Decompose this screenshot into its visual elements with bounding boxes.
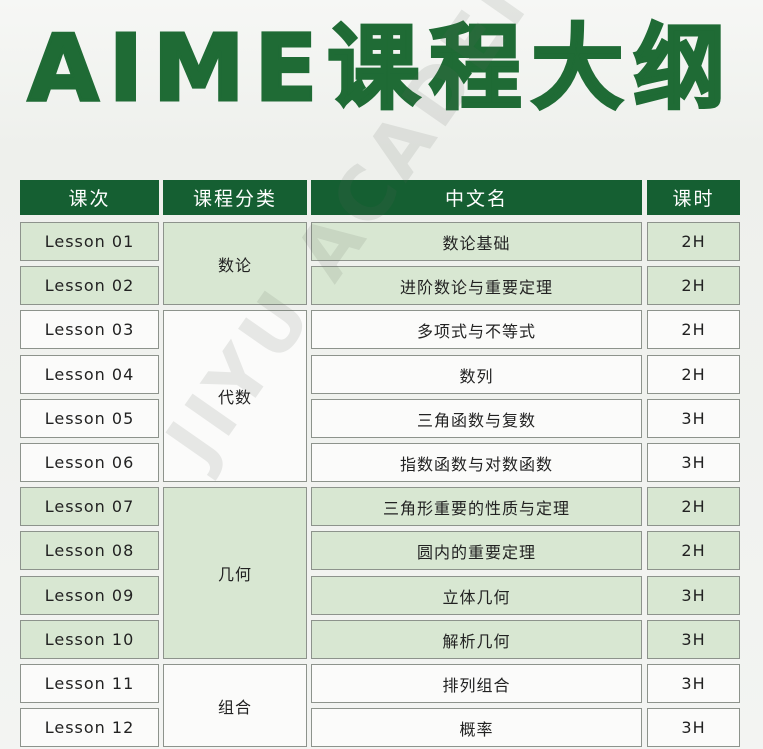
course-name-cell: 圆内的重要定理 [311,531,642,570]
course-name-cell: 三角函数与复数 [311,399,642,438]
course-name-cell: 解析几何 [311,620,642,659]
hours-cell: 2H [647,355,740,394]
hours-cell: 3H [647,576,740,615]
lesson-cell: Lesson 05 [20,399,159,438]
category-cell: 组合 [163,664,307,748]
hours-cell: 3H [647,620,740,659]
hours-cell: 2H [647,310,740,349]
course-name-cell: 指数函数与对数函数 [311,443,642,482]
lesson-cell: Lesson 12 [20,708,159,747]
header-cell: 中文名 [311,180,642,215]
lesson-cell: Lesson 04 [20,355,159,394]
category-cell: 数论 [163,222,307,306]
lesson-cell: Lesson 11 [20,664,159,703]
header-cell: 课时 [647,180,740,215]
lesson-cell: Lesson 09 [20,576,159,615]
lesson-cell: Lesson 07 [20,487,159,526]
hours-cell: 2H [647,531,740,570]
lesson-cell: Lesson 06 [20,443,159,482]
course-name-cell: 排列组合 [311,664,642,703]
course-name-cell: 立体几何 [311,576,642,615]
hours-cell: 3H [647,708,740,747]
lesson-cell: Lesson 03 [20,310,159,349]
lesson-cell: Lesson 02 [20,266,159,305]
page-title: AIME课程大纲 [26,14,736,124]
category-cell: 几何 [163,487,307,659]
course-name-cell: 多项式与不等式 [311,310,642,349]
header-cell: 课次 [20,180,159,215]
lesson-cell: Lesson 08 [20,531,159,570]
lesson-cell: Lesson 10 [20,620,159,659]
hours-cell: 3H [647,443,740,482]
hours-cell: 3H [647,399,740,438]
hours-cell: 2H [647,487,740,526]
course-name-cell: 三角形重要的性质与定理 [311,487,642,526]
course-name-cell: 概率 [311,708,642,747]
category-cell: 代数 [163,310,307,482]
hours-cell: 2H [647,222,740,261]
header-cell: 课程分类 [163,180,307,215]
lesson-cell: Lesson 01 [20,222,159,261]
course-name-cell: 数论基础 [311,222,642,261]
hours-cell: 3H [647,664,740,703]
course-name-cell: 进阶数论与重要定理 [311,266,642,305]
course-name-cell: 数列 [311,355,642,394]
hours-cell: 2H [647,266,740,305]
